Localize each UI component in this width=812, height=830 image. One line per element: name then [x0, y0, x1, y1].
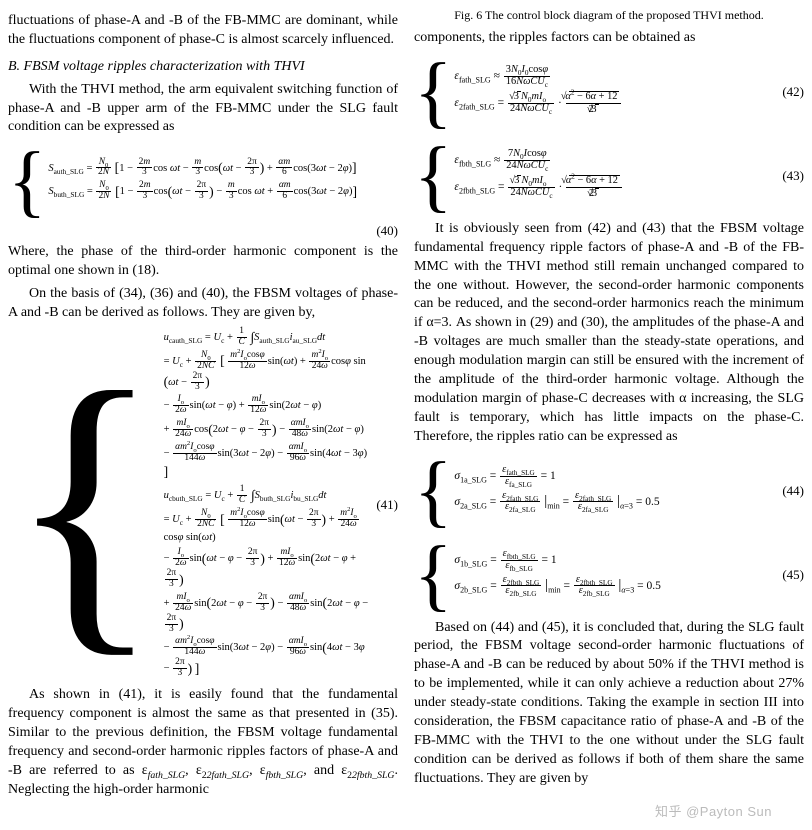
brace-icon: { — [414, 136, 452, 216]
equation-45-body: σ1b_SLG = εfbth_SLGεfb_SLG = 1 σ2b_SLG =… — [454, 549, 770, 600]
para-components-ripples: components, the ripples factors can be o… — [414, 29, 804, 48]
equation-41-body: ucauth_SLG = Uc + 1C ∫Sauth_SLGiau_SLGdt… — [164, 327, 370, 682]
equation-40-number: (40) — [8, 223, 398, 239]
para-eq41-discussion: As shown in (41), it is easily found tha… — [8, 686, 398, 799]
brace-icon: { — [8, 327, 162, 682]
brace-icon: { — [414, 535, 452, 615]
para-thvi-intro: With the THVI method, the arm equivalent… — [8, 81, 398, 138]
equation-42: { εfath_SLG ≈ 3N0I0cosφ16NωCUc ε2fath_SL… — [414, 52, 804, 132]
para-fbsm-derive: On the basis of (34), (36) and (40), the… — [8, 285, 398, 323]
two-column-page: fluctuations of phase-A and -B of the FB… — [8, 8, 804, 804]
equation-44-body: σ1a_SLG = εfath_SLGεfa_SLG = 1 σ2a_SLG =… — [454, 465, 770, 516]
equation-41-number: (41) — [370, 497, 398, 513]
brace-icon: { — [414, 451, 452, 531]
equation-43-body: εfbth_SLG ≈ 7N0Icosφ24NωCUc ε2fbth_SLG =… — [454, 149, 770, 202]
left-column: fluctuations of phase-A and -B of the FB… — [8, 8, 398, 804]
equation-42-number: (42) — [770, 84, 804, 100]
brace-icon: { — [8, 141, 46, 221]
para-eq44-45-conclusion: Based on (44) and (45), it is concluded … — [414, 619, 804, 789]
right-column: Fig. 6 The control block diagram of the … — [414, 8, 804, 804]
figure-6-caption: Fig. 6 The control block diagram of the … — [414, 8, 804, 23]
equation-40: { Sauth_SLG = N02N [1 − 2m3cos ωt − m3co… — [8, 141, 398, 221]
equation-40-body: Sauth_SLG = N02N [1 − 2m3cos ωt − m3cos(… — [48, 158, 398, 206]
equation-45-number: (45) — [770, 567, 804, 583]
section-b-title: B. FBSM voltage ripples characterization… — [8, 58, 398, 77]
para-optimal-phase: Where, the phase of the third-order harm… — [8, 243, 398, 281]
para-eq42-43-discussion: It is obviously seen from (42) and (43) … — [414, 220, 804, 447]
equation-44-number: (44) — [770, 483, 804, 499]
equation-44: { σ1a_SLG = εfath_SLGεfa_SLG = 1 σ2a_SLG… — [414, 451, 804, 531]
equation-42-body: εfath_SLG ≈ 3N0I0cosφ16NωCUc ε2fath_SLG … — [454, 65, 770, 118]
equation-43-number: (43) — [770, 168, 804, 184]
equation-43: { εfbth_SLG ≈ 7N0Icosφ24NωCUc ε2fbth_SLG… — [414, 136, 804, 216]
equation-41: { ucauth_SLG = Uc + 1C ∫Sauth_SLGiau_SLG… — [8, 327, 398, 682]
para-phase-fluctuations: fluctuations of phase-A and -B of the FB… — [8, 12, 398, 50]
equation-45: { σ1b_SLG = εfbth_SLGεfb_SLG = 1 σ2b_SLG… — [414, 535, 804, 615]
watermark-text: 知乎 @Payton Sun — [655, 801, 772, 820]
brace-icon: { — [414, 52, 452, 132]
